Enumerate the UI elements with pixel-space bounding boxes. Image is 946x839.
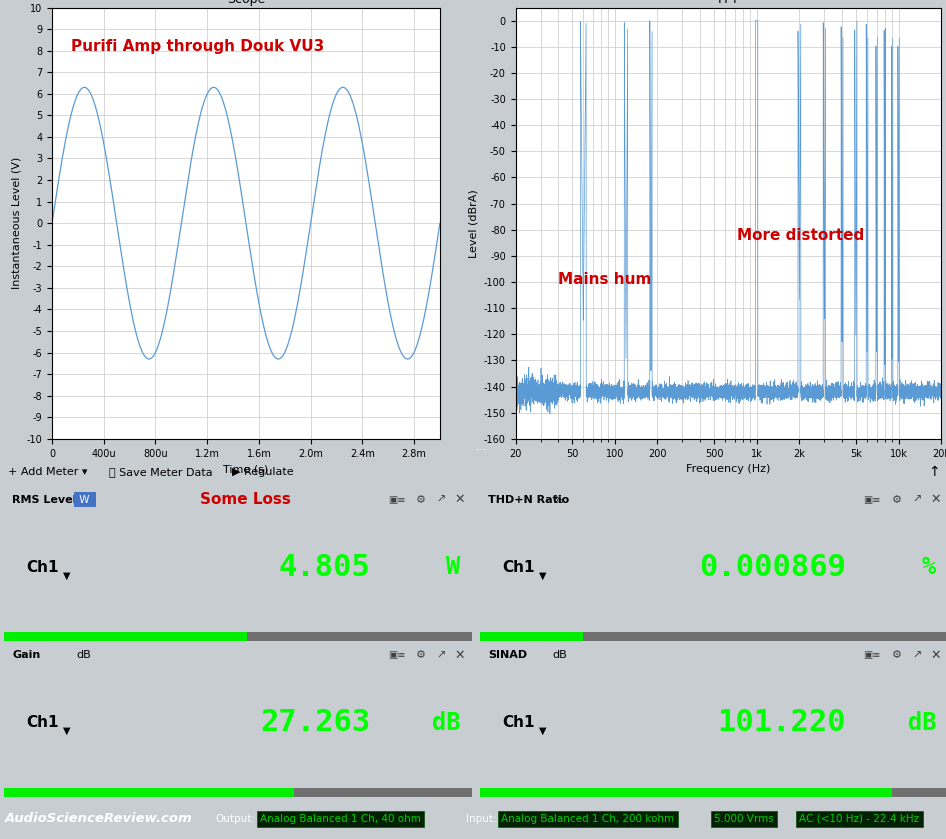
Text: Mains hum: Mains hum [558, 272, 652, 287]
Text: Analog Balanced 1 Ch, 200 kohm: Analog Balanced 1 Ch, 200 kohm [501, 814, 674, 824]
Text: Ch1: Ch1 [26, 715, 59, 730]
Text: ▼: ▼ [63, 727, 71, 736]
Bar [4, 788, 294, 797]
Text: ▣≡: ▣≡ [388, 495, 405, 505]
Text: Gain: Gain [12, 650, 41, 660]
Text: ⚙: ⚙ [892, 650, 902, 660]
Text: ✕: ✕ [931, 493, 941, 506]
Title: FFT: FFT [718, 0, 739, 7]
Text: ⚙: ⚙ [892, 495, 902, 505]
Text: ✕: ✕ [455, 649, 465, 662]
Text: AC (<10 Hz) - 22.4 kHz: AC (<10 Hz) - 22.4 kHz [799, 814, 920, 824]
Text: ▣≡: ▣≡ [864, 650, 881, 660]
Text: ↗: ↗ [913, 650, 922, 660]
Text: Analog Balanced 1 Ch, 40 ohm: Analog Balanced 1 Ch, 40 ohm [260, 814, 421, 824]
Text: THD+N Ratio: THD+N Ratio [488, 495, 569, 505]
Text: ▼: ▼ [539, 571, 547, 581]
Text: Ch1: Ch1 [502, 715, 534, 730]
Text: ▣≡: ▣≡ [864, 495, 881, 505]
X-axis label: Frequency (Hz): Frequency (Hz) [686, 464, 771, 474]
Text: Some Loss: Some Loss [201, 492, 291, 508]
Text: SINAD: SINAD [488, 650, 527, 660]
Text: Ch1: Ch1 [502, 560, 534, 575]
Text: ↑: ↑ [928, 465, 939, 478]
Text: ⎙ Save Meter Data: ⎙ Save Meter Data [109, 466, 213, 477]
Text: W: W [77, 495, 93, 505]
Text: W: W [447, 555, 461, 579]
Bar [247, 632, 472, 641]
Text: + Add Meter ▾: + Add Meter ▾ [8, 466, 87, 477]
Text: ↗: ↗ [913, 495, 922, 505]
Text: ↗: ↗ [437, 495, 447, 505]
Text: Input:: Input: [466, 814, 497, 824]
Text: dB: dB [552, 650, 567, 660]
Text: ▼: ▼ [63, 571, 71, 581]
Text: Ch1: Ch1 [26, 560, 59, 575]
Bar [480, 632, 583, 641]
Text: ...: ... [475, 440, 486, 453]
Text: 101.220: 101.220 [718, 708, 847, 737]
Text: 4.805: 4.805 [278, 553, 371, 581]
Text: Purifi Amp through Douk VU3: Purifi Amp through Douk VU3 [72, 39, 324, 54]
Text: Output:: Output: [216, 814, 255, 824]
Title: Scope: Scope [227, 0, 265, 7]
Text: %: % [552, 495, 563, 505]
Text: AudioScienceReview.com: AudioScienceReview.com [5, 812, 192, 826]
Text: ↗: ↗ [437, 650, 447, 660]
Text: RMS Level: RMS Level [12, 495, 77, 505]
Text: ▼: ▼ [539, 727, 547, 736]
Text: ✕: ✕ [455, 493, 465, 506]
Text: ▶ Regulate: ▶ Regulate [232, 466, 293, 477]
Bar [583, 632, 946, 641]
Bar [480, 788, 892, 797]
Text: More distorted: More distorted [737, 228, 865, 243]
Text: ✕: ✕ [931, 649, 941, 662]
Y-axis label: Level (dBrA): Level (dBrA) [468, 189, 479, 258]
Text: 27.263: 27.263 [260, 708, 371, 737]
X-axis label: Time (s): Time (s) [223, 464, 269, 474]
Bar [294, 788, 472, 797]
Bar [4, 632, 247, 641]
Text: dB: dB [77, 650, 91, 660]
Text: 5.000 Vrms: 5.000 Vrms [714, 814, 774, 824]
Text: ▣≡: ▣≡ [388, 650, 405, 660]
Text: dB: dB [907, 711, 937, 735]
Text: dB: dB [431, 711, 461, 735]
Bar [892, 788, 946, 797]
Text: ⚙: ⚙ [416, 495, 426, 505]
Text: %: % [922, 555, 937, 579]
Text: ⚙: ⚙ [416, 650, 426, 660]
Text: 0.000869: 0.000869 [699, 553, 847, 581]
Y-axis label: Instantaneous Level (V): Instantaneous Level (V) [11, 157, 21, 289]
